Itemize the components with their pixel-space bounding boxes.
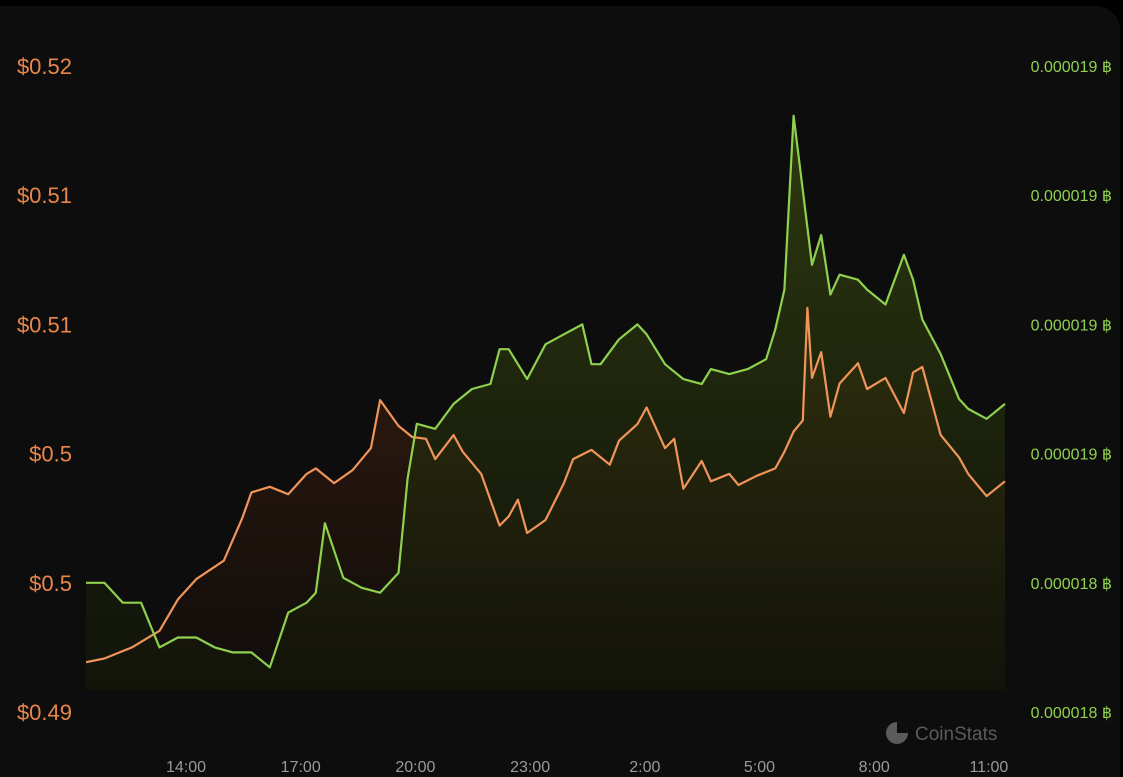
btc-series-line	[86, 114, 1006, 669]
y-left-tick-label: $0.49	[17, 700, 72, 725]
coinstats-watermark: CoinStats	[886, 722, 997, 745]
x-tick-label: 5:00	[744, 759, 775, 776]
y-right-tick-label: 0.000019 ฿	[1031, 59, 1112, 76]
x-tick-label: 23:00	[510, 759, 550, 776]
x-tick-label: 14:00	[166, 759, 206, 776]
x-tick-label: 8:00	[859, 759, 890, 776]
usd-series-line	[85, 306, 1006, 664]
y-left-tick-label: $0.52	[17, 54, 72, 79]
btc-series-area	[86, 115, 1005, 690]
y-right-tick-label: 0.000019 ฿	[1031, 447, 1112, 464]
y-right-tick-label: 0.000018 ฿	[1031, 576, 1112, 593]
x-tick-label: 2:00	[629, 759, 660, 776]
y-right-tick-label: 0.000019 ฿	[1031, 317, 1112, 334]
x-tick-label: 20:00	[395, 759, 435, 776]
y-left-tick-label: $0.5	[29, 571, 72, 596]
x-tick-label: 17:00	[281, 759, 321, 776]
y-left-tick-label: $0.5	[29, 442, 72, 467]
coinstats-logo-cutout	[897, 722, 908, 733]
coinstats-brand-text: CoinStats	[915, 724, 997, 745]
y-right-tick-label: 0.000018 ฿	[1031, 705, 1112, 722]
y-left-tick-label: $0.51	[17, 183, 72, 208]
x-tick-label: 11:00	[969, 759, 1008, 776]
price-chart: $0.52 $0.51 $0.51 $0.5 $0.5 $0.49 0.000019 ฿ 0…	[17, 54, 1112, 776]
y-right-tick-label: 0.000019 ฿	[1031, 188, 1112, 205]
y-left-tick-label: $0.51	[17, 312, 72, 337]
chart-card: $0.52 $0.51 $0.51 $0.5 $0.5 $0.49 0.000019 ฿ 0…	[0, 6, 1120, 777]
